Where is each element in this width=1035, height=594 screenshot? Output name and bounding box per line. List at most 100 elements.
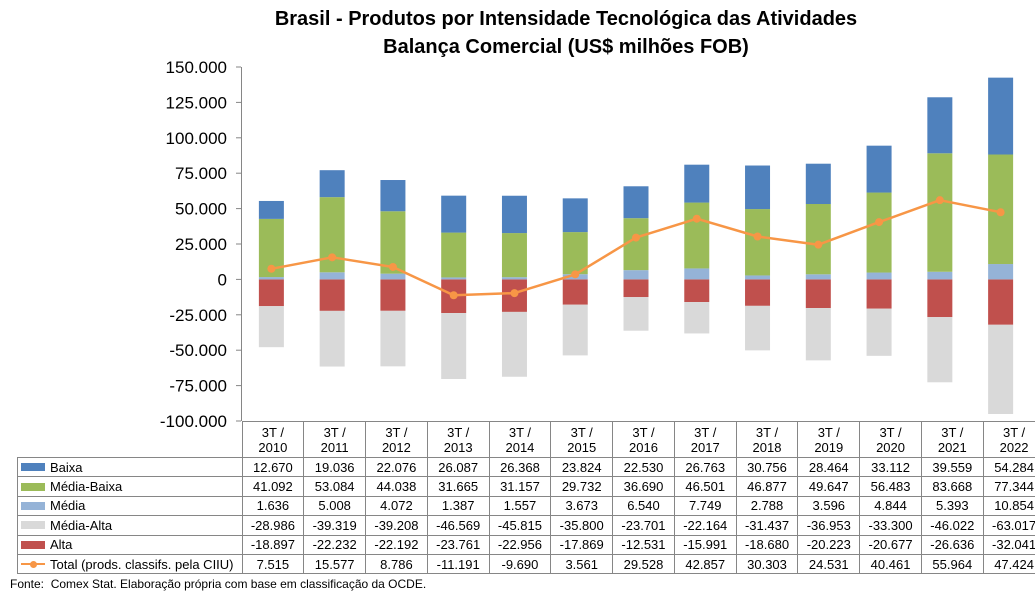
bar-media	[745, 275, 771, 280]
data-table-value: 3.596	[797, 495, 861, 517]
data-table-category: 3T / 2017	[673, 421, 737, 458]
data-table-value: 7.515	[241, 553, 305, 575]
data-table-value: 42.857	[673, 553, 737, 575]
y-tick-label: 75.000	[175, 164, 227, 183]
bar-baixa	[501, 195, 527, 234]
bar-alta	[562, 279, 588, 305]
data-table-value: 22.076	[365, 456, 428, 478]
data-table-value: 3.561	[550, 553, 614, 575]
bar-alta	[380, 279, 406, 311]
legend-key-media	[21, 502, 45, 511]
series-marker-total-prods-classifs-pela-ciiu	[753, 232, 762, 241]
series-marker-total-prods-classifs-pela-ciiu	[510, 289, 519, 298]
data-table-value: 36.690	[612, 476, 675, 497]
bar-media	[501, 277, 527, 280]
data-table-value: -32.041	[982, 534, 1035, 555]
y-tick-label: -25.000	[169, 306, 227, 325]
chart-subtitle: Balança Comercial (US$ milhões FOB)	[383, 36, 749, 58]
series-marker-total-prods-classifs-pela-ciiu	[875, 218, 884, 227]
data-table-header-row: 3T / 2010 3T / 2011 3T / 2012 3T / 2013 3T /…	[18, 421, 1035, 458]
data-table-value: -33.300	[859, 515, 922, 536]
series-marker-total-prods-classifs-pela-ciiu	[935, 196, 944, 205]
series-marker-total-prods-classifs-pela-ciiu	[449, 291, 458, 300]
data-table-value: 12.670	[241, 456, 305, 478]
data-table-value: 49.647	[797, 476, 861, 497]
series-marker-total-prods-classifs-pela-ciiu	[267, 264, 276, 273]
series-marker-total-prods-classifs-pela-ciiu	[814, 240, 823, 249]
data-table-value: 2.788	[735, 495, 799, 517]
data-table-value: -45.815	[488, 515, 552, 536]
bar-media	[441, 277, 467, 280]
data-table-value: 24.531	[797, 553, 861, 575]
legend-key-marker	[29, 560, 37, 568]
bar-media-alta	[562, 304, 588, 356]
data-table-value: 4.072	[365, 495, 428, 517]
data-table-value: 30.303	[735, 553, 799, 575]
series-marker-total-prods-classifs-pela-ciiu	[692, 214, 701, 223]
bar-media-alta	[745, 305, 771, 351]
data-table-value: 41.092	[241, 476, 305, 497]
bar-media-alta	[380, 310, 406, 367]
bar-media-alta	[258, 306, 284, 348]
y-tick-label: 150.000	[166, 58, 227, 77]
y-tick-label: 25.000	[175, 235, 227, 254]
data-table-value: -17.869	[550, 534, 614, 555]
bar-media-baixa	[866, 192, 892, 273]
data-table-category: 3T / 2021	[920, 421, 984, 458]
bar-media	[684, 268, 710, 280]
series-marker-total-prods-classifs-pela-ciiu	[632, 233, 640, 242]
data-table-value: -35.800	[550, 515, 614, 536]
data-table-value: -23.761	[426, 534, 490, 555]
data-table-value: 28.464	[797, 456, 861, 478]
data-table-value: 26.087	[426, 456, 490, 478]
data-table-category: 3T / 2015	[550, 421, 614, 458]
data-table-row-media-baixa: Média-Baixa 41.092 53.084 44.038 31.665 31.15…	[17, 476, 1035, 497]
data-table-value: 83.668	[920, 476, 984, 497]
bar-baixa	[623, 186, 649, 219]
data-table-value: 8.786	[365, 553, 428, 575]
data-table-value: 56.483	[859, 476, 922, 497]
bar-media	[258, 277, 284, 280]
data-table-value: 4.844	[859, 495, 922, 517]
data-table-row-alta: Alta -18.897 -22.232 -22.192 -23.761 -22.956-…	[17, 534, 1035, 555]
bar-media	[927, 271, 953, 280]
bar-media-alta	[441, 313, 467, 379]
bar-media-alta	[805, 308, 831, 361]
data-table-value: 1.387	[426, 495, 490, 517]
data-table-value: -36.953	[797, 515, 861, 536]
legend-key-alta	[21, 540, 45, 549]
bar-media	[319, 272, 345, 280]
data-table-value: 30.756	[735, 456, 799, 478]
bar-baixa	[562, 198, 588, 233]
bar-media	[988, 264, 1014, 280]
data-table-value: 77.344	[982, 476, 1035, 497]
data-table-value: 19.036	[303, 456, 367, 478]
data-table-value: -23.701	[612, 515, 675, 536]
legend-label: Média	[50, 498, 86, 514]
data-table-category: 3T / 2014	[488, 421, 552, 458]
bar-media-baixa	[623, 218, 649, 271]
legend-key-baixa	[21, 463, 45, 472]
data-table-value: 55.964	[920, 553, 984, 575]
y-tick-label: 50.000	[175, 200, 227, 219]
bar-baixa	[258, 200, 284, 219]
bar-alta	[623, 279, 649, 298]
data-table-value: -39.208	[365, 515, 428, 536]
data-table-value: -11.191	[426, 553, 490, 575]
data-table-series-label: Média-Baixa	[17, 476, 243, 497]
bar-alta	[866, 279, 892, 309]
bar-baixa	[684, 164, 710, 203]
data-table-value: -9.690	[488, 553, 552, 575]
bar-media-alta	[927, 317, 953, 383]
bar-media-alta	[319, 310, 345, 367]
data-table-value: 1.636	[241, 495, 305, 517]
bar-baixa	[927, 97, 953, 154]
data-table-value: 47.424	[982, 553, 1035, 575]
data-table-value: -18.680	[735, 534, 799, 555]
source-note: Fonte: Comex Stat. Elaboração própria co…	[10, 577, 427, 591]
bar-media-alta	[684, 302, 710, 334]
data-table-category: 3T / 2013	[426, 421, 490, 458]
data-table-series-label: Total (prods. classifs. pela CIIU)	[17, 553, 243, 575]
bar-media-baixa	[927, 153, 953, 272]
